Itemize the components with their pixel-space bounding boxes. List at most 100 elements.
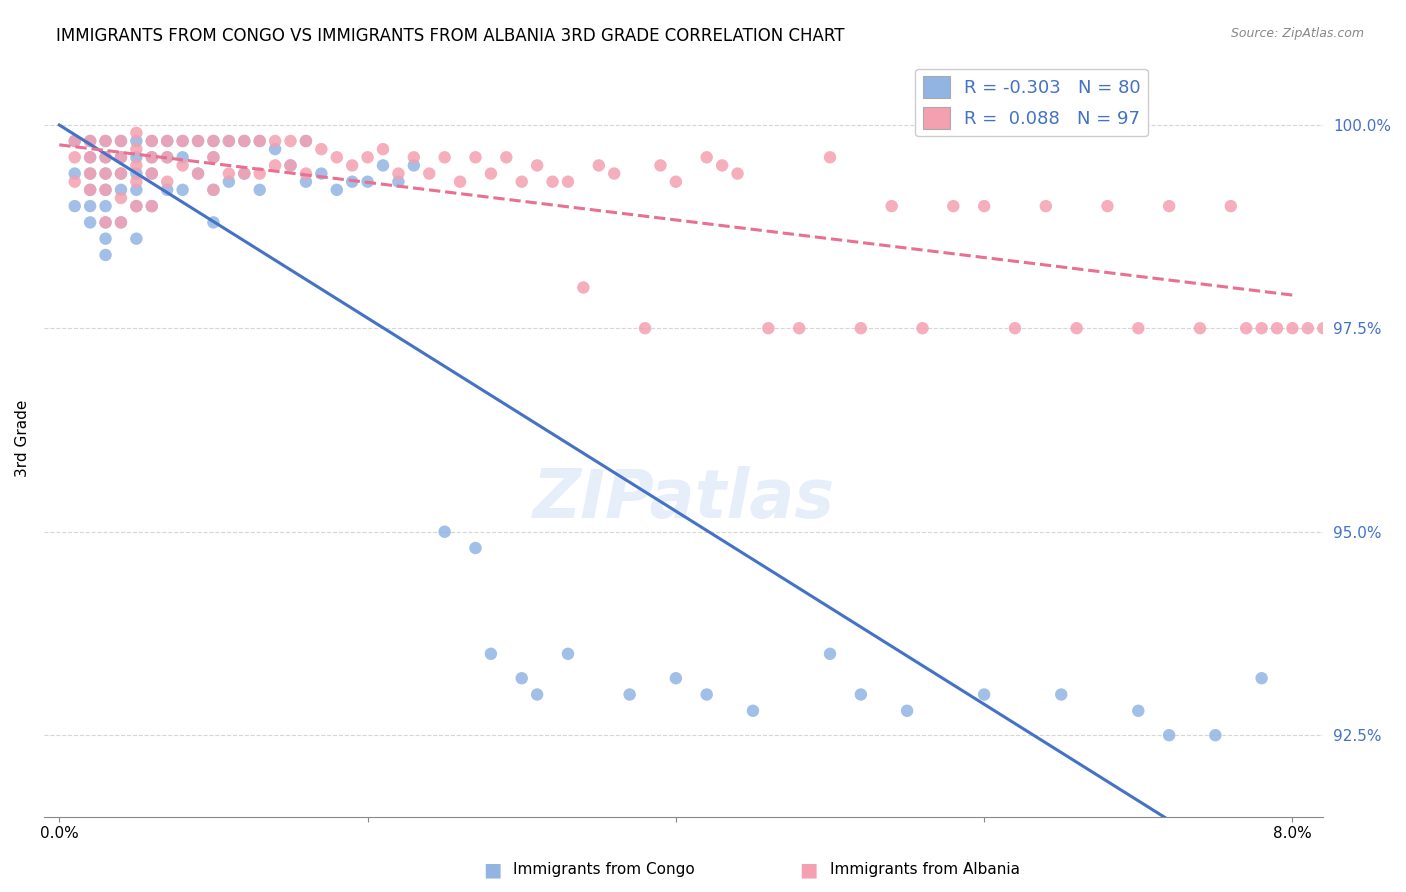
Point <box>156 175 179 189</box>
Point <box>557 647 579 661</box>
Point <box>110 215 132 229</box>
Point <box>1128 704 1150 718</box>
Point <box>464 541 486 555</box>
Point <box>63 134 86 148</box>
Point <box>418 167 440 181</box>
Point <box>696 688 718 702</box>
Point <box>510 175 533 189</box>
Point <box>1066 321 1088 335</box>
Point <box>94 215 117 229</box>
Point <box>1281 321 1303 335</box>
Text: ZIPatlas: ZIPatlas <box>533 466 835 532</box>
Point <box>249 167 271 181</box>
Point <box>187 134 209 148</box>
Point <box>588 158 610 172</box>
Point <box>1035 199 1057 213</box>
Point <box>849 321 872 335</box>
Point <box>94 134 117 148</box>
Point <box>818 150 841 164</box>
Point <box>79 167 101 181</box>
Point <box>125 199 148 213</box>
Point <box>619 688 641 702</box>
Point <box>479 167 502 181</box>
Point <box>141 134 163 148</box>
Point <box>125 183 148 197</box>
Point <box>880 199 903 213</box>
Point <box>156 134 179 148</box>
Point <box>141 167 163 181</box>
Point <box>1234 321 1257 335</box>
Point <box>110 183 132 197</box>
Point <box>202 215 225 229</box>
Point <box>125 150 148 164</box>
Point <box>187 134 209 148</box>
Point <box>79 215 101 229</box>
Point <box>340 175 363 189</box>
Point <box>896 704 918 718</box>
Point <box>94 199 117 213</box>
Point <box>1296 321 1319 335</box>
Point <box>264 134 287 148</box>
Text: Source: ZipAtlas.com: Source: ZipAtlas.com <box>1230 27 1364 40</box>
Point <box>218 175 240 189</box>
Point <box>495 150 517 164</box>
Point <box>787 321 810 335</box>
Point <box>326 150 349 164</box>
Point <box>818 647 841 661</box>
Point <box>94 183 117 197</box>
Point <box>510 671 533 685</box>
Point <box>464 150 486 164</box>
Point <box>63 167 86 181</box>
Point <box>172 134 194 148</box>
Point <box>264 142 287 156</box>
Point <box>233 167 256 181</box>
Point <box>79 134 101 148</box>
Point <box>172 134 194 148</box>
Point <box>202 150 225 164</box>
Point <box>94 150 117 164</box>
Point <box>280 158 302 172</box>
Point <box>125 167 148 181</box>
Point <box>911 321 934 335</box>
Point <box>280 158 302 172</box>
Point <box>1004 321 1026 335</box>
Text: IMMIGRANTS FROM CONGO VS IMMIGRANTS FROM ALBANIA 3RD GRADE CORRELATION CHART: IMMIGRANTS FROM CONGO VS IMMIGRANTS FROM… <box>56 27 845 45</box>
Text: ■: ■ <box>482 860 502 880</box>
Point <box>172 183 194 197</box>
Point <box>402 150 425 164</box>
Point <box>187 167 209 181</box>
Point <box>94 232 117 246</box>
Point <box>79 183 101 197</box>
Point <box>125 142 148 156</box>
Point <box>727 167 749 181</box>
Point <box>402 158 425 172</box>
Point <box>110 134 132 148</box>
Point <box>526 158 548 172</box>
Point <box>125 199 148 213</box>
Point <box>264 158 287 172</box>
Point <box>973 688 995 702</box>
Point <box>79 183 101 197</box>
Point <box>202 150 225 164</box>
Point <box>634 321 657 335</box>
Point <box>63 199 86 213</box>
Point <box>125 175 148 189</box>
Point <box>340 158 363 172</box>
Point <box>603 167 626 181</box>
Point <box>280 134 302 148</box>
Point <box>125 126 148 140</box>
Y-axis label: 3rd Grade: 3rd Grade <box>15 400 30 477</box>
Point <box>433 150 456 164</box>
Point <box>156 134 179 148</box>
Point <box>557 175 579 189</box>
Point <box>371 158 394 172</box>
Point <box>110 167 132 181</box>
Point <box>449 175 471 189</box>
Point <box>387 175 409 189</box>
Point <box>110 150 132 164</box>
Point <box>125 232 148 246</box>
Point <box>295 134 318 148</box>
Point <box>295 167 318 181</box>
Point <box>1204 728 1226 742</box>
Point <box>156 150 179 164</box>
